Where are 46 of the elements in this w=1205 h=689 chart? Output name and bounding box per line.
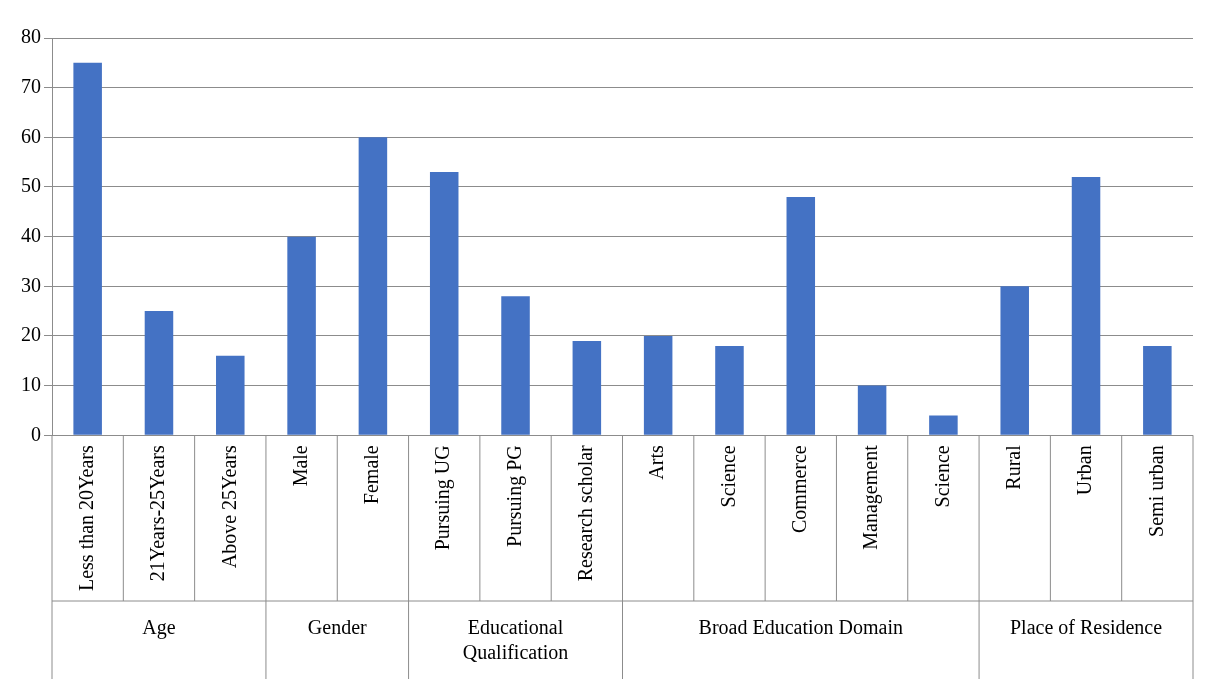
x-tick-label: Arts [645,445,668,480]
bar [572,340,602,435]
y-tick-label: 20 [21,323,41,346]
bar [786,196,816,435]
bar [287,236,316,435]
text: Educational Qualification [462,616,569,664]
text: Place of Residence [1009,616,1163,639]
bar [73,62,102,435]
x-tick-label: Commerce [788,445,811,534]
bar [429,172,459,435]
y-tick-label: 10 [21,372,41,395]
x-tick-label: Science [716,445,739,508]
bar [216,355,245,435]
x-tick-label: Male [288,445,311,487]
y-tick-label: 0 [31,422,41,445]
y-tick-label: 70 [21,74,41,97]
x-tick-label: Urban [1073,445,1096,496]
y-tick-label: 30 [21,273,41,296]
bar [1071,177,1101,435]
x-tick-label: Pursuing PG [502,445,526,547]
x-tick-label: Rural [1001,444,1024,490]
y-tick-label: 40 [21,223,41,246]
bar [1143,345,1172,435]
x-tick-label: Pursuing UG [431,445,455,551]
text: Age [142,616,176,640]
x-tick-label: Science [930,445,953,508]
bar [358,137,388,435]
x-tick-label: Research scholar [574,444,597,582]
x-tick-label: Semi urban [1144,445,1167,537]
bar [501,296,530,435]
x-tick-label: Female [360,445,383,505]
x-tick-label: 21Years-25Years [146,445,169,582]
y-tick-label: 80 [21,25,41,48]
bar [643,335,673,435]
text: Broad Education Domain [698,616,903,639]
y-tick-label: 50 [21,174,41,197]
y-tick-label: 60 [21,124,41,147]
x-tick-label: Less than 20Years [74,445,97,591]
bar [857,385,887,435]
bar [1000,286,1029,435]
text: Gender [307,616,368,639]
bar [144,311,174,435]
bar [715,345,744,435]
x-tick-label: Above 25Years [217,445,240,569]
x-tick-label: Management [859,444,883,550]
bar [929,415,958,435]
